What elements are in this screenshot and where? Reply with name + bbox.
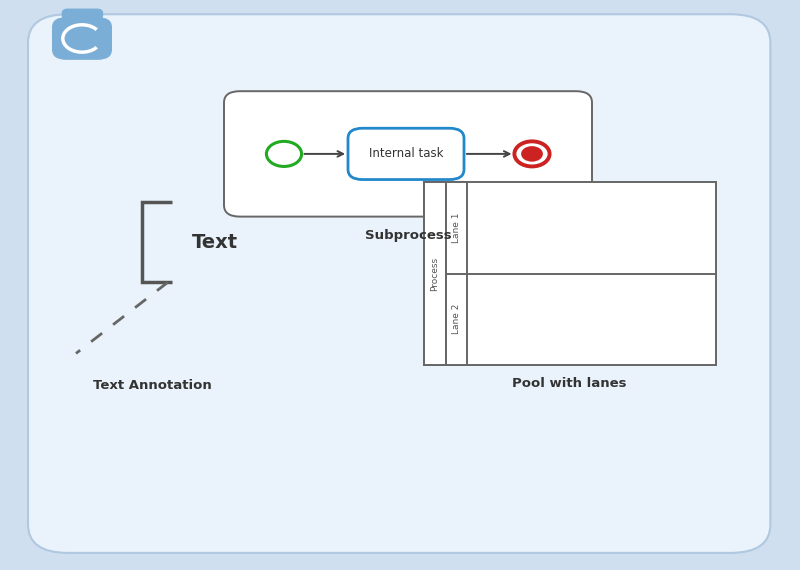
Text: Text: Text (192, 233, 238, 252)
Text: Internal task: Internal task (369, 148, 443, 160)
Text: Subprocess: Subprocess (365, 229, 451, 242)
Text: Text Annotation: Text Annotation (93, 379, 211, 392)
Text: Lane 1: Lane 1 (452, 213, 461, 243)
Bar (446, 182, 467, 365)
Bar (424, 182, 716, 365)
FancyBboxPatch shape (28, 14, 770, 553)
FancyBboxPatch shape (62, 9, 103, 20)
FancyBboxPatch shape (348, 128, 464, 180)
Circle shape (521, 146, 543, 162)
Text: Lane 2: Lane 2 (452, 304, 461, 335)
FancyBboxPatch shape (224, 91, 592, 217)
Bar (424, 182, 446, 365)
Text: Pool with lanes: Pool with lanes (512, 377, 627, 390)
FancyBboxPatch shape (52, 17, 112, 60)
Text: Process: Process (430, 256, 439, 291)
